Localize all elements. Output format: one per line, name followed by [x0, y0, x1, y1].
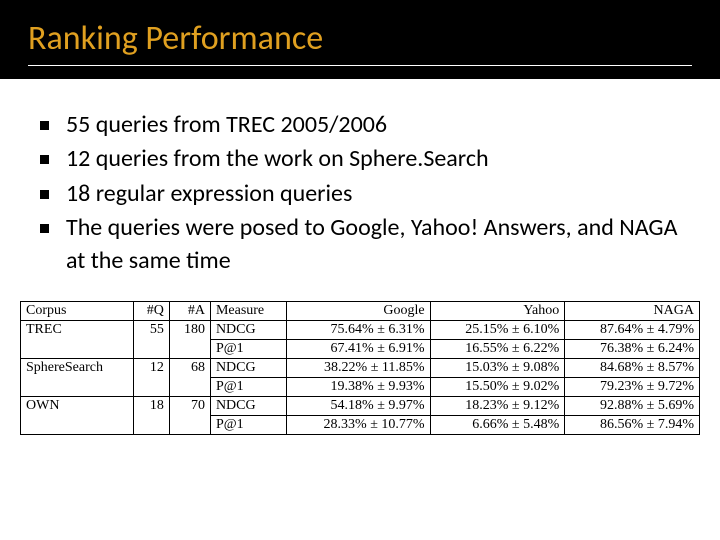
bullet-item: 55 queries from TREC 2005/2006 — [40, 109, 680, 141]
bullet-list: 55 queries from TREC 2005/2006 12 querie… — [40, 109, 680, 277]
table-row: OWN1870NDCG54.18% ± 9.97%18.23% ± 9.12%9… — [21, 396, 700, 415]
cell-q: 12 — [133, 358, 169, 396]
cell-measure: NDCG — [210, 396, 286, 415]
cell-naga: 84.68% ± 8.57% — [565, 358, 700, 377]
col-corpus: Corpus — [21, 301, 134, 320]
col-google: Google — [286, 301, 430, 320]
cell-yahoo: 6.66% ± 5.48% — [430, 415, 565, 434]
cell-a: 70 — [169, 396, 210, 434]
cell-a: 68 — [169, 358, 210, 396]
cell-measure: NDCG — [210, 358, 286, 377]
col-measure: Measure — [210, 301, 286, 320]
cell-measure: NDCG — [210, 320, 286, 339]
col-naga: NAGA — [565, 301, 700, 320]
cell-google: 19.38% ± 9.93% — [286, 377, 430, 396]
col-yahoo: Yahoo — [430, 301, 565, 320]
cell-google: 75.64% ± 6.31% — [286, 320, 430, 339]
cell-corpus: TREC — [21, 320, 134, 358]
slide-body: 55 queries from TREC 2005/2006 12 querie… — [0, 79, 720, 289]
cell-yahoo: 16.55% ± 6.22% — [430, 339, 565, 358]
slide-header: Ranking Performance — [0, 0, 720, 79]
cell-measure: P@1 — [210, 377, 286, 396]
slide-title: Ranking Performance — [28, 18, 692, 66]
cell-q: 18 — [133, 396, 169, 434]
cell-naga: 86.56% ± 7.94% — [565, 415, 700, 434]
table-row: SphereSearch1268NDCG38.22% ± 11.85%15.03… — [21, 358, 700, 377]
cell-corpus: OWN — [21, 396, 134, 434]
cell-yahoo: 18.23% ± 9.12% — [430, 396, 565, 415]
cell-naga: 87.64% ± 4.79% — [565, 320, 700, 339]
cell-yahoo: 15.03% ± 9.08% — [430, 358, 565, 377]
table-header-row: Corpus #Q #A Measure Google Yahoo NAGA — [21, 301, 700, 320]
results-table-container: Corpus #Q #A Measure Google Yahoo NAGA T… — [0, 289, 720, 435]
col-q: #Q — [133, 301, 169, 320]
table-row: TREC55180NDCG75.64% ± 6.31%25.15% ± 6.10… — [21, 320, 700, 339]
cell-q: 55 — [133, 320, 169, 358]
cell-google: 38.22% ± 11.85% — [286, 358, 430, 377]
cell-a: 180 — [169, 320, 210, 358]
cell-google: 54.18% ± 9.97% — [286, 396, 430, 415]
cell-naga: 79.23% ± 9.72% — [565, 377, 700, 396]
cell-naga: 76.38% ± 6.24% — [565, 339, 700, 358]
results-table: Corpus #Q #A Measure Google Yahoo NAGA T… — [20, 301, 700, 435]
cell-corpus: SphereSearch — [21, 358, 134, 396]
cell-yahoo: 25.15% ± 6.10% — [430, 320, 565, 339]
cell-google: 28.33% ± 10.77% — [286, 415, 430, 434]
bullet-item: 12 queries from the work on Sphere.Searc… — [40, 143, 680, 175]
bullet-item: 18 regular expression queries — [40, 178, 680, 210]
cell-yahoo: 15.50% ± 9.02% — [430, 377, 565, 396]
cell-measure: P@1 — [210, 415, 286, 434]
table-body: TREC55180NDCG75.64% ± 6.31%25.15% ± 6.10… — [21, 320, 700, 434]
cell-measure: P@1 — [210, 339, 286, 358]
cell-naga: 92.88% ± 5.69% — [565, 396, 700, 415]
bullet-item: The queries were posed to Google, Yahoo!… — [40, 212, 680, 277]
col-a: #A — [169, 301, 210, 320]
cell-google: 67.41% ± 6.91% — [286, 339, 430, 358]
